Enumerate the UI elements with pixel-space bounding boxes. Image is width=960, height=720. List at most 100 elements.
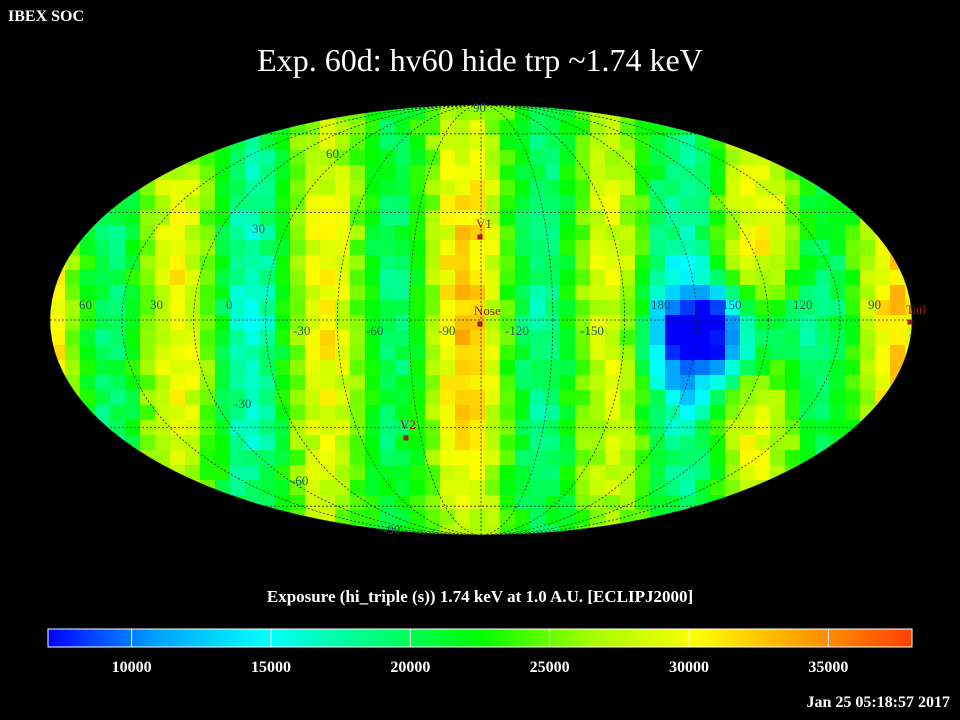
exposure-cell [425,510,441,526]
exposure-cell [125,315,141,331]
exposure-cell [605,360,621,376]
exposure-cell [815,330,831,346]
exposure-cell [500,225,516,241]
exposure-cell [770,270,786,286]
exposure-cell [725,300,741,316]
exposure-cell [485,450,501,466]
exposure-cell [365,435,381,451]
exposure-cell [335,255,351,271]
exposure-cell [440,465,456,481]
exposure-cell [680,510,696,526]
exposure-cell [275,435,291,451]
exposure-cell [470,390,486,406]
exposure-cell [725,240,741,256]
exposure-cell [785,405,801,421]
exposure-cell [155,225,171,241]
exposure-cell [575,135,591,151]
exposure-cell [410,105,426,121]
exposure-cell [110,420,126,436]
exposure-cell [260,465,276,481]
exposure-cell [380,135,396,151]
exposure-cell [410,390,426,406]
exposure-cell [845,285,861,301]
exposure-cell [575,105,591,121]
exposure-cell [635,465,651,481]
exposure-cell [755,405,771,421]
exposure-cell [395,150,411,166]
exposure-cell [140,225,156,241]
exposure-cell [305,405,321,421]
exposure-cell [185,405,201,421]
exposure-cell [290,300,306,316]
exposure-cell [500,360,516,376]
exposure-cell [470,405,486,421]
exposure-cell [305,300,321,316]
exposure-cell [125,405,141,421]
exposure-cell [350,375,366,391]
exposure-cell [95,240,111,256]
exposure-cell [155,405,171,421]
exposure-cell [395,495,411,511]
exposure-cell [590,525,606,535]
exposure-cell [485,270,501,286]
exposure-cell [140,210,156,226]
exposure-cell [95,210,111,226]
exposure-cell [755,450,771,466]
exposure-cell [665,435,681,451]
exposure-cell [710,225,726,241]
exposure-cell [245,165,261,181]
exposure-cell [425,360,441,376]
exposure-cell [830,390,846,406]
exposure-cell [620,270,636,286]
exposure-cell [695,375,711,391]
exposure-cell [650,420,666,436]
exposure-cell [620,480,636,496]
exposure-cell [620,255,636,271]
exposure-cell [260,165,276,181]
exposure-cell [185,285,201,301]
exposure-cell [140,345,156,361]
exposure-cell [530,480,546,496]
exposure-cell [350,270,366,286]
exposure-cell [215,195,231,211]
exposure-cell [695,210,711,226]
exposure-cell [410,420,426,436]
exposure-cell [440,450,456,466]
exposure-cell [425,405,441,421]
exposure-cell [635,285,651,301]
exposure-cell [515,225,531,241]
exposure-cell [635,495,651,511]
exposure-cell [410,435,426,451]
exposure-cell [800,405,816,421]
exposure-cell [860,315,876,331]
exposure-cell [395,225,411,241]
exposure-cell [875,375,891,391]
exposure-cell [560,255,576,271]
exposure-cell [680,180,696,196]
exposure-cell [860,240,876,256]
exposure-cell [725,345,741,361]
exposure-cell [470,120,486,136]
exposure-cell [710,375,726,391]
exposure-cell [530,465,546,481]
exposure-cell [785,210,801,226]
exposure-cell [665,195,681,211]
exposure-cell [335,495,351,511]
exposure-cell [440,315,456,331]
exposure-cell [560,465,576,481]
exposure-cell [605,255,621,271]
exposure-cell [230,210,246,226]
exposure-cell [275,150,291,166]
exposure-cell [770,285,786,301]
exposure-cell [605,390,621,406]
exposure-cell [890,330,906,346]
exposure-cell [905,345,912,361]
exposure-cell [575,315,591,331]
marker-label: Nose [474,303,501,318]
exposure-cell [590,150,606,166]
exposure-cell [815,240,831,256]
exposure-cell [485,375,501,391]
exposure-cell [635,360,651,376]
exposure-cell [245,270,261,286]
exposure-cell [230,450,246,466]
